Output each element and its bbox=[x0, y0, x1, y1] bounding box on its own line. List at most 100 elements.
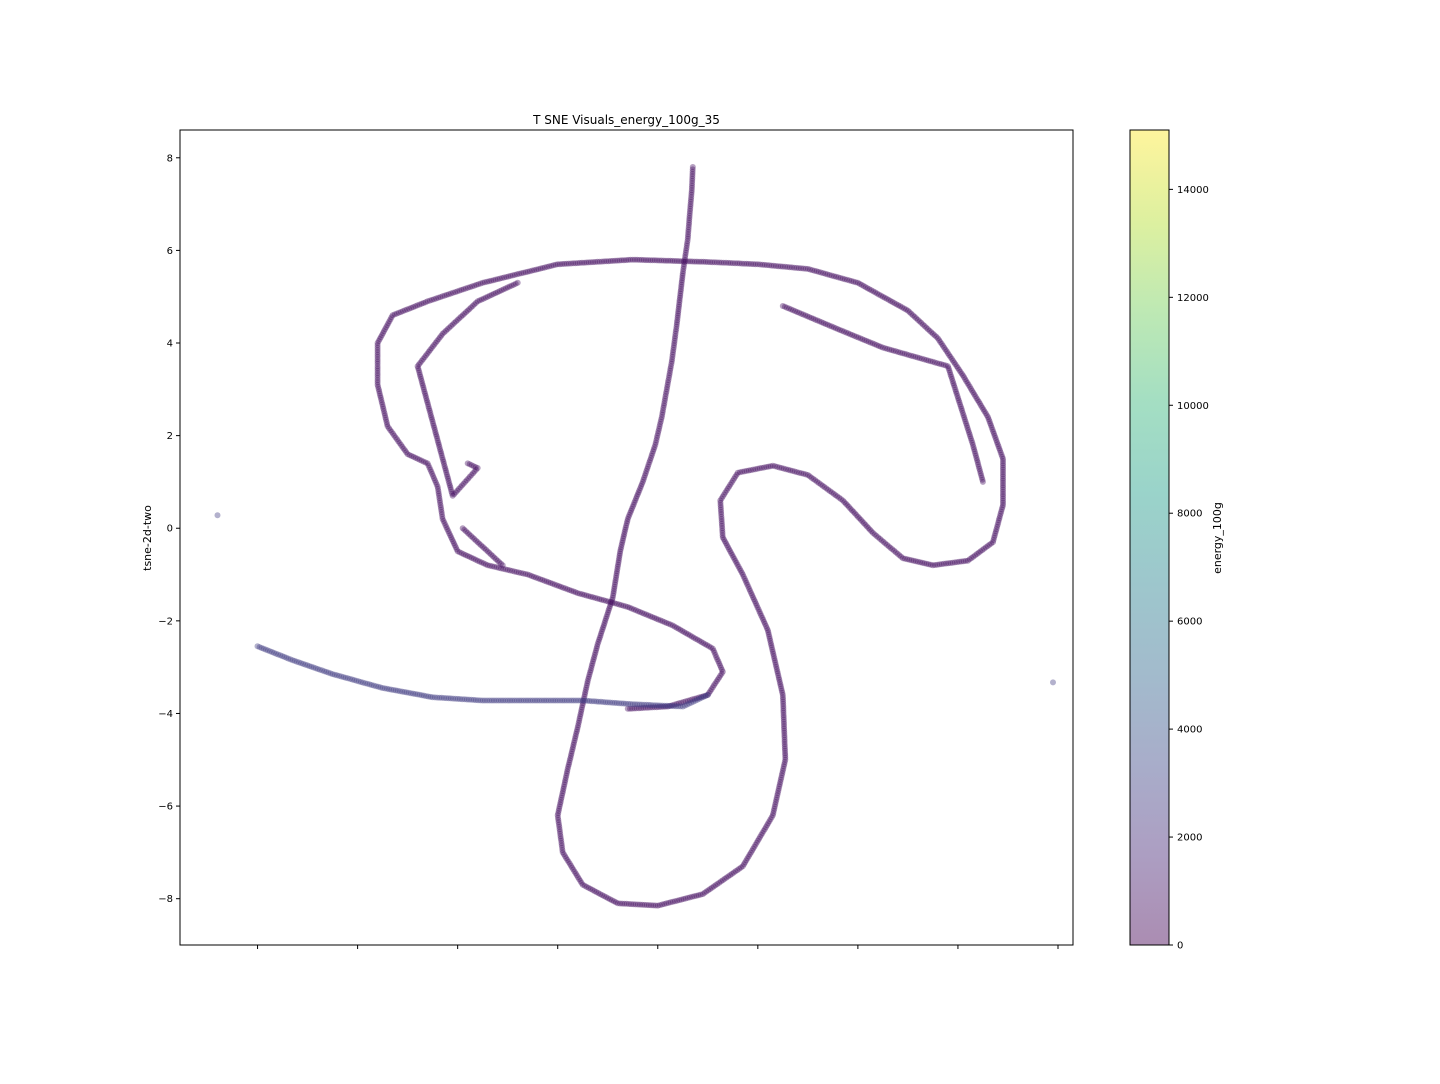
data-point bbox=[934, 360, 941, 367]
data-point bbox=[460, 286, 467, 293]
data-point bbox=[693, 892, 700, 899]
data-point bbox=[381, 328, 387, 335]
data-point bbox=[665, 620, 672, 627]
data-point bbox=[548, 262, 555, 269]
data-point bbox=[775, 787, 782, 794]
data-point bbox=[683, 242, 690, 249]
data-point bbox=[686, 217, 693, 224]
data-point bbox=[486, 697, 493, 704]
data-point bbox=[617, 548, 624, 555]
data-point bbox=[887, 298, 894, 304]
data-point bbox=[654, 257, 660, 264]
data-point bbox=[781, 303, 788, 310]
data-point bbox=[638, 256, 645, 263]
data-point bbox=[998, 451, 1005, 458]
data-point bbox=[438, 509, 445, 515]
data-point bbox=[714, 676, 721, 683]
data-point bbox=[513, 697, 520, 704]
data-point bbox=[868, 287, 875, 294]
data-point bbox=[781, 759, 788, 765]
data-point bbox=[733, 471, 740, 478]
data-point bbox=[925, 357, 932, 364]
y-tick-label: 8 bbox=[167, 153, 173, 164]
data-point bbox=[727, 548, 734, 555]
data-point bbox=[420, 300, 427, 306]
data-point bbox=[953, 388, 959, 395]
data-point bbox=[681, 259, 688, 265]
data-point bbox=[562, 853, 569, 860]
data-point bbox=[638, 701, 645, 708]
data-point bbox=[827, 488, 833, 495]
data-point bbox=[912, 353, 919, 360]
plot-points bbox=[214, 164, 1056, 909]
data-point bbox=[468, 462, 475, 469]
data-point bbox=[836, 327, 843, 333]
data-point bbox=[449, 490, 456, 497]
data-point bbox=[781, 736, 788, 743]
data-point bbox=[486, 278, 493, 285]
data-point bbox=[999, 453, 1006, 460]
data-point bbox=[610, 592, 617, 599]
data-point bbox=[957, 403, 964, 410]
data-point bbox=[844, 502, 851, 509]
data-point bbox=[1000, 477, 1006, 484]
data-point bbox=[779, 770, 786, 777]
data-point bbox=[1000, 469, 1006, 475]
data-point bbox=[375, 386, 382, 393]
data-point bbox=[399, 443, 406, 450]
data-point bbox=[876, 291, 882, 298]
data-point bbox=[484, 293, 491, 300]
data-point bbox=[968, 437, 975, 444]
data-point bbox=[737, 469, 743, 476]
data-point bbox=[711, 682, 717, 689]
data-point bbox=[374, 342, 381, 349]
data-point bbox=[679, 270, 686, 277]
data-point bbox=[620, 257, 627, 264]
data-point bbox=[965, 427, 972, 433]
data-point bbox=[468, 554, 475, 561]
data-point bbox=[425, 401, 431, 408]
data-point bbox=[833, 273, 840, 280]
data-point bbox=[1000, 493, 1006, 500]
data-point bbox=[962, 557, 969, 564]
data-point bbox=[739, 571, 746, 578]
data-point bbox=[416, 369, 423, 376]
data-point bbox=[925, 561, 932, 568]
data-point bbox=[947, 371, 954, 378]
data-point bbox=[964, 424, 971, 431]
data-point bbox=[583, 259, 590, 266]
data-point bbox=[747, 588, 754, 594]
data-point bbox=[432, 339, 439, 346]
data-point bbox=[736, 865, 743, 872]
data-point bbox=[675, 303, 682, 310]
data-point bbox=[638, 483, 645, 489]
data-point bbox=[543, 697, 550, 704]
data-point bbox=[806, 314, 813, 321]
data-point bbox=[781, 729, 788, 736]
colorbar-tick-label: 14000 bbox=[1177, 185, 1209, 196]
data-point bbox=[891, 300, 898, 307]
data-point bbox=[762, 620, 768, 627]
data-point bbox=[375, 383, 382, 390]
data-point bbox=[524, 268, 531, 275]
data-point bbox=[340, 674, 347, 681]
data-point bbox=[971, 446, 978, 453]
data-point bbox=[498, 287, 505, 294]
data-point bbox=[927, 561, 934, 568]
data-point bbox=[693, 258, 700, 265]
data-point bbox=[702, 641, 709, 648]
data-point bbox=[579, 259, 585, 266]
data-point bbox=[800, 311, 807, 318]
data-point bbox=[947, 369, 953, 376]
data-point bbox=[507, 272, 514, 279]
data-point bbox=[629, 503, 636, 510]
data-point bbox=[378, 397, 385, 403]
data-point bbox=[796, 469, 803, 476]
data-point bbox=[582, 697, 588, 704]
data-point bbox=[587, 593, 594, 600]
data-point bbox=[431, 694, 438, 701]
data-point bbox=[923, 357, 930, 363]
data-point bbox=[816, 318, 823, 325]
data-point bbox=[470, 463, 477, 470]
data-point bbox=[675, 308, 682, 315]
